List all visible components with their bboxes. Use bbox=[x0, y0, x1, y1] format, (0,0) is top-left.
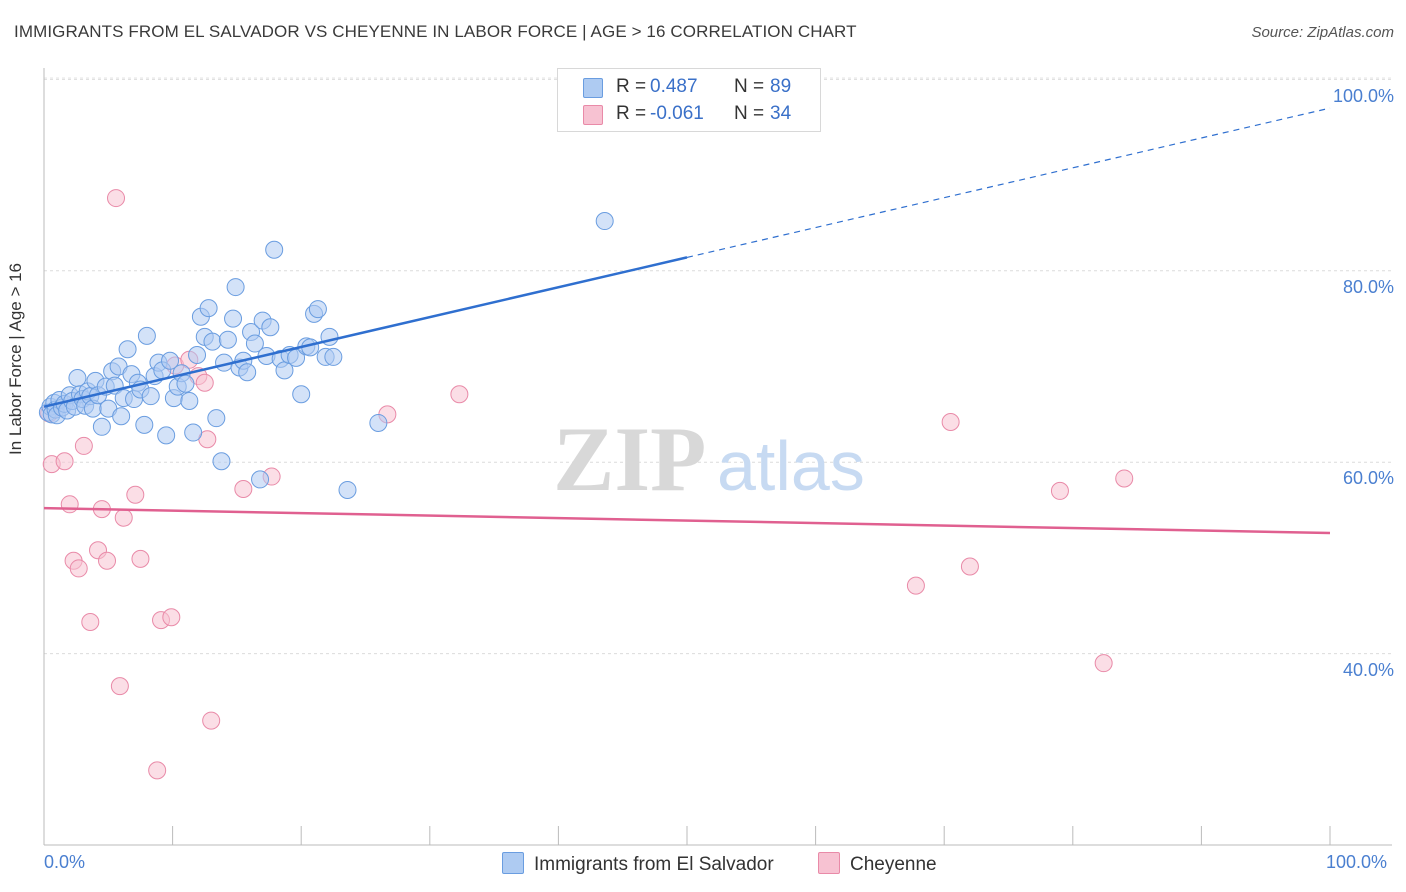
el-salvador-trend-line bbox=[43, 256, 688, 408]
y-tick-label-60: 60.0% bbox=[1342, 468, 1394, 488]
r-label: R = bbox=[616, 76, 647, 97]
cheyenne-point bbox=[941, 413, 960, 432]
el-salvador-point bbox=[161, 351, 180, 370]
cheyenne-point bbox=[126, 485, 145, 504]
el-salvador-point bbox=[157, 426, 176, 445]
n-value: 34 bbox=[770, 103, 792, 124]
el-salvador-point bbox=[224, 309, 243, 328]
r-value: -0.061 bbox=[650, 103, 704, 124]
cheyenne-trend-line bbox=[43, 506, 1331, 535]
el-salvador-point bbox=[265, 240, 284, 259]
el-salvador-point bbox=[595, 212, 614, 231]
y-tick-label-40: 40.0% bbox=[1342, 660, 1394, 680]
el-salvador-point bbox=[207, 409, 226, 428]
x-tick-label-100: 100.0% bbox=[1326, 852, 1388, 872]
el-salvador-points bbox=[38, 212, 614, 499]
cheyenne-point bbox=[98, 551, 117, 570]
n-label: N = bbox=[734, 76, 765, 97]
cheyenne-point bbox=[162, 608, 181, 627]
el-salvador-point bbox=[137, 326, 156, 345]
el-salvador-point bbox=[324, 347, 343, 366]
cheyenne-point bbox=[69, 559, 88, 578]
el-salvador-point bbox=[308, 300, 327, 319]
cheyenne-point bbox=[55, 452, 74, 471]
r-value: 0.487 bbox=[650, 76, 698, 97]
x-tick-label-0: 0.0% bbox=[44, 852, 86, 872]
el-salvador-point bbox=[199, 299, 218, 318]
el-salvador-point bbox=[226, 278, 245, 297]
cheyenne-point bbox=[906, 576, 925, 595]
bottom-legend-cheyenne: Cheyenne bbox=[818, 852, 937, 876]
legend-swatch-pink bbox=[583, 105, 603, 125]
bottom-legend-label-el-salvador: Immigrants from El Salvador bbox=[534, 854, 774, 875]
el-salvador-point bbox=[176, 374, 195, 393]
el-salvador-point bbox=[184, 423, 203, 442]
y-tick-label-100: 100.0% bbox=[1332, 86, 1394, 106]
cheyenne-point bbox=[1115, 469, 1134, 488]
cheyenne-point bbox=[81, 613, 100, 632]
cheyenne-point bbox=[74, 436, 93, 455]
cheyenne-point bbox=[202, 711, 221, 730]
cheyenne-point bbox=[1094, 654, 1113, 673]
el-salvador-point bbox=[218, 330, 237, 349]
cheyenne-point bbox=[114, 508, 133, 527]
legend-swatch-blue bbox=[583, 78, 603, 98]
bottom-legend-swatch-pink bbox=[818, 852, 840, 874]
el-salvador-point bbox=[141, 387, 160, 406]
el-salvador-trend-extension bbox=[686, 107, 1331, 258]
watermark-zip: ZIP bbox=[553, 408, 706, 510]
r-label: R = bbox=[616, 103, 647, 124]
cheyenne-point bbox=[131, 549, 150, 568]
stats-legend: R = 0.487 N = 89 R = -0.061 N = 34 bbox=[557, 68, 821, 132]
watermark-atlas: atlas bbox=[717, 427, 865, 505]
el-salvador-point bbox=[118, 340, 137, 359]
el-salvador-point bbox=[203, 332, 222, 351]
source-credit: Source: ZipAtlas.com bbox=[1251, 24, 1394, 41]
el-salvador-point bbox=[188, 346, 207, 365]
el-salvador-point bbox=[112, 407, 131, 426]
cheyenne-point bbox=[148, 761, 167, 780]
el-salvador-point bbox=[212, 452, 231, 471]
cheyenne-point bbox=[60, 495, 79, 514]
n-value: 89 bbox=[770, 76, 792, 97]
n-label: N = bbox=[734, 103, 765, 124]
el-salvador-point bbox=[135, 415, 154, 434]
cheyenne-point bbox=[107, 189, 126, 208]
trend-lines bbox=[43, 107, 1331, 535]
cheyenne-point bbox=[195, 373, 214, 392]
el-salvador-point bbox=[180, 391, 199, 410]
el-salvador-point bbox=[292, 385, 311, 404]
y-tick-label-80: 80.0% bbox=[1342, 277, 1394, 297]
y-axis-label: In Labor Force | Age > 16 bbox=[6, 262, 25, 455]
bottom-legend-el-salvador: Immigrants from El Salvador bbox=[502, 852, 774, 876]
el-salvador-point bbox=[338, 480, 357, 499]
chart-title: IMMIGRANTS FROM EL SALVADOR VS CHEYENNE … bbox=[14, 22, 857, 41]
el-salvador-point bbox=[245, 334, 264, 353]
bottom-legend-label-cheyenne: Cheyenne bbox=[850, 854, 937, 875]
el-salvador-point bbox=[369, 413, 388, 432]
cheyenne-point bbox=[110, 677, 129, 696]
watermark: ZIP atlas bbox=[553, 408, 865, 510]
el-salvador-point bbox=[238, 363, 257, 382]
axes bbox=[43, 68, 1392, 846]
bottom-legend-swatch-blue bbox=[502, 852, 524, 874]
el-salvador-point bbox=[261, 318, 280, 337]
cheyenne-point bbox=[1050, 481, 1069, 500]
el-salvador-point bbox=[251, 470, 270, 489]
cheyenne-point bbox=[960, 557, 979, 576]
cheyenne-point bbox=[450, 385, 469, 404]
el-salvador-point bbox=[92, 417, 111, 436]
cheyenne-point bbox=[234, 479, 253, 498]
